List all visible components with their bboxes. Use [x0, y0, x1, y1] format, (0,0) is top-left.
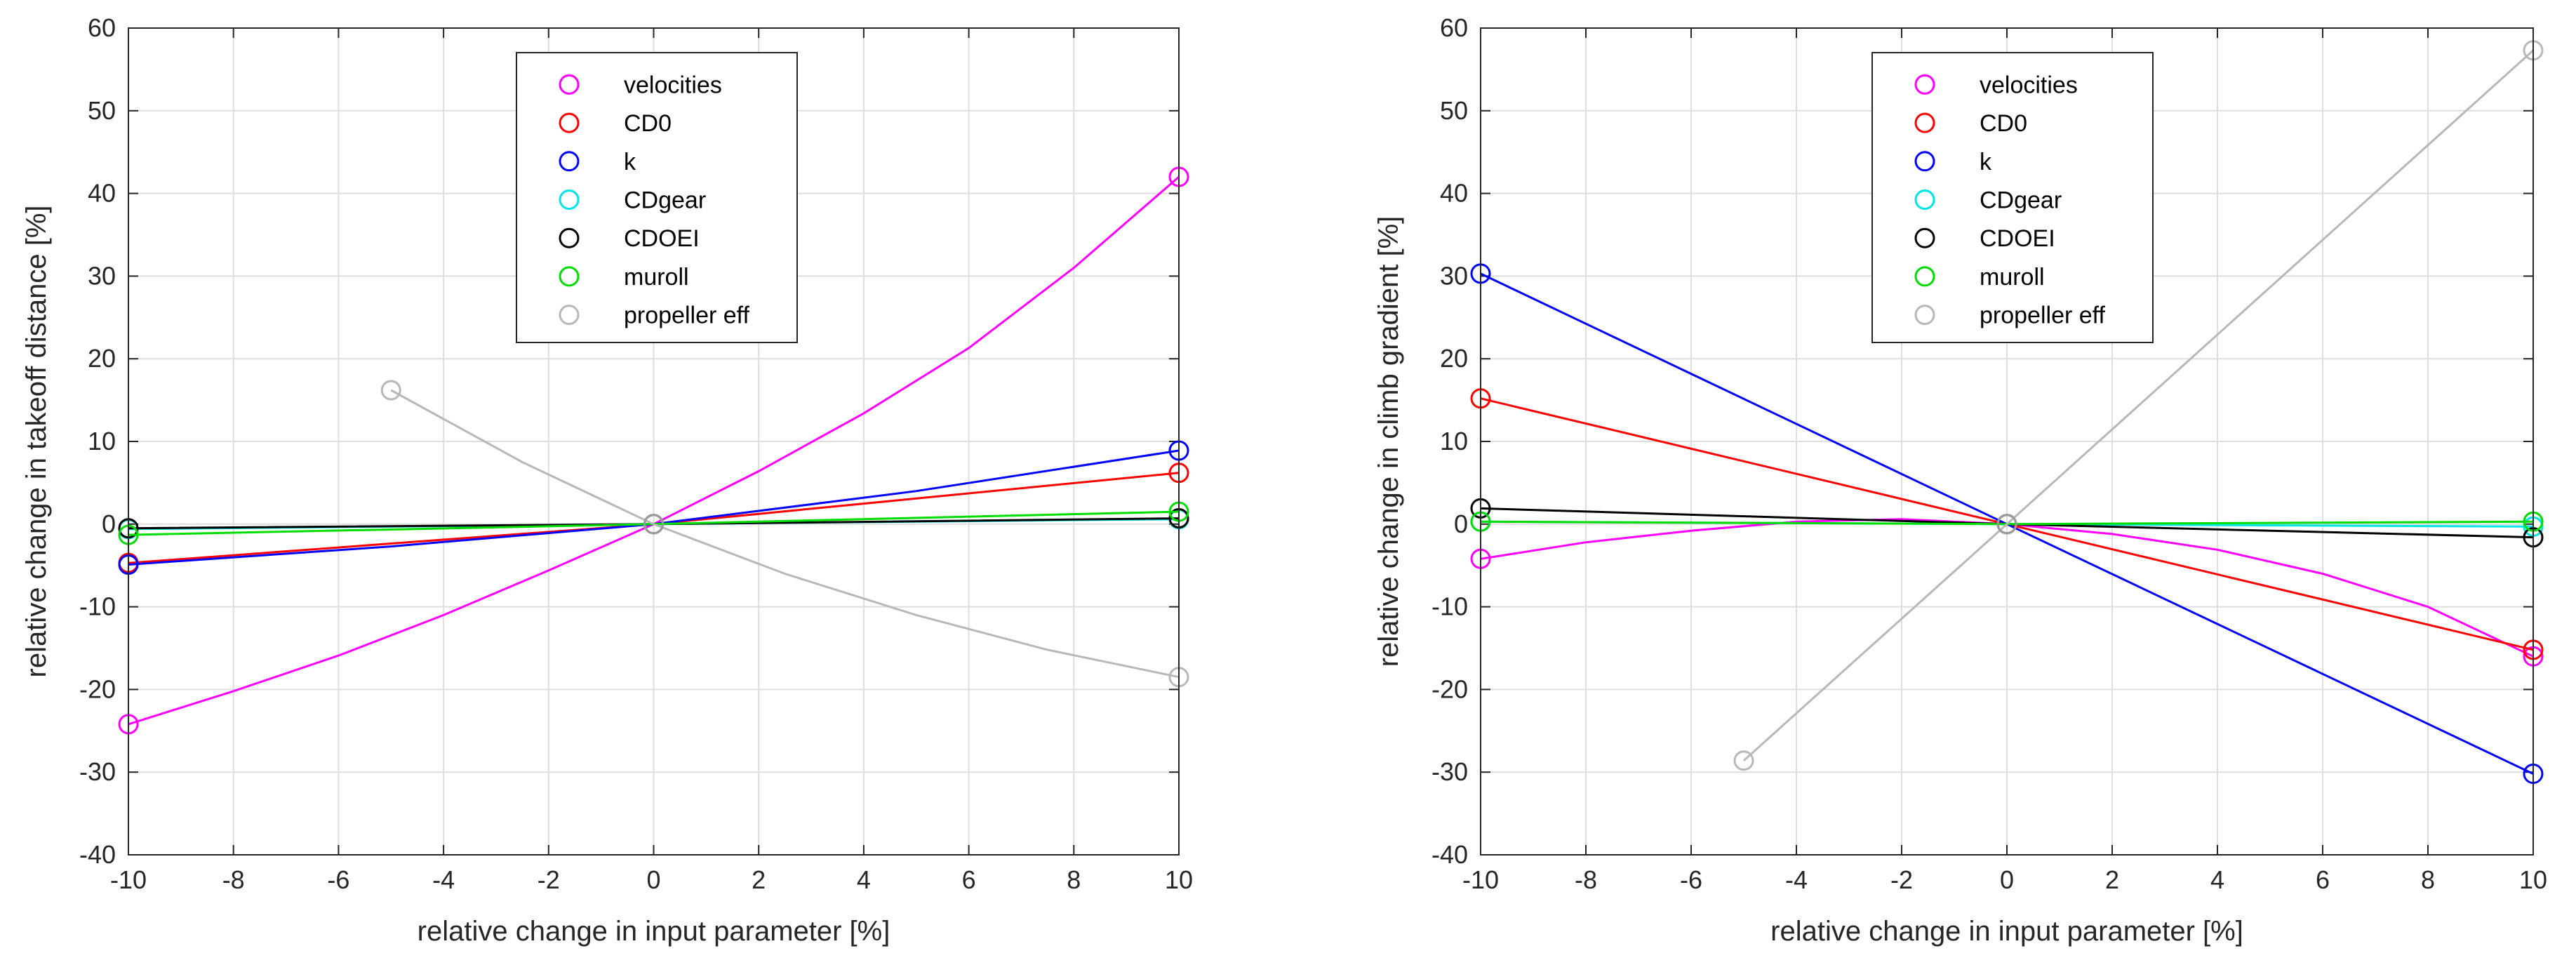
x-tick-label: 2	[2105, 865, 2119, 894]
legend-marker-cd0	[1914, 112, 1935, 133]
x-tick-label: -4	[432, 865, 455, 894]
x-tick-label: -4	[1785, 865, 1808, 894]
data-point-propeller-eff	[643, 514, 664, 535]
y-tick-label: 0	[102, 510, 116, 538]
x-axis-label: relative change in input parameter [%]	[1770, 916, 2243, 947]
legend-label-cd0: CD0	[624, 110, 672, 137]
legend-label-velocities: velocities	[1980, 72, 2078, 98]
legend-label-propeller-eff: propeller eff	[624, 302, 749, 329]
legend-marker-cdgear	[1914, 189, 1935, 210]
legend-label-propeller-eff: propeller eff	[1980, 302, 2105, 329]
y-tick-label: 30	[88, 261, 116, 290]
x-tick-label: 6	[2316, 865, 2330, 894]
legend-label-muroll: muroll	[1980, 264, 2045, 291]
legend: velocities CD0 k CDgear CDOEI muroll propeller…	[516, 52, 798, 343]
y-tick-label: -40	[1432, 840, 1468, 869]
y-tick-label: -10	[79, 592, 116, 621]
axes-box	[1480, 27, 2534, 856]
x-tick-label: -6	[1680, 865, 1702, 894]
legend-label-muroll: muroll	[624, 264, 689, 291]
chart-1: -10 -8 -6 -4 -2 0 2 4 6 8 10-40-30-20-100102030405…	[21, 13, 1193, 947]
legend-marker-cd0	[559, 112, 580, 133]
legend-label-cdgear: CDgear	[624, 187, 706, 214]
legend-marker-cdgear	[559, 189, 580, 210]
x-tick-label: -10	[1462, 865, 1499, 894]
x-tick-label: 0	[2000, 865, 2014, 894]
y-tick-label: -20	[79, 674, 116, 703]
y-tick-label: -10	[1432, 592, 1468, 621]
legend-label-k: k	[624, 149, 636, 175]
legend-marker-cdoei	[559, 227, 580, 248]
legend-marker-muroll	[1914, 266, 1935, 287]
y-tick-label: 10	[1440, 427, 1468, 455]
legend-box	[516, 52, 798, 343]
y-axis-label: relative change in takeoff distance [%]	[21, 205, 52, 677]
x-tick-label: 8	[2421, 865, 2435, 894]
y-tick-label: 10	[88, 427, 116, 455]
x-tick-label: 10	[1165, 865, 1193, 894]
legend-box	[1871, 52, 2154, 343]
x-tick-label: 2	[752, 865, 766, 894]
x-tick-label: -8	[222, 865, 245, 894]
y-tick-label: 0	[1454, 510, 1468, 538]
y-tick-label: 20	[88, 344, 116, 373]
legend-label-cdoei: CDOEI	[624, 225, 700, 252]
x-tick-label: -6	[327, 865, 349, 894]
data-point-propeller-eff	[1996, 514, 2017, 535]
legend-label-cd0: CD0	[1980, 110, 2027, 137]
y-tick-label: 20	[1440, 344, 1468, 373]
x-tick-label: -2	[538, 865, 560, 894]
x-tick-label: -10	[110, 865, 147, 894]
x-axis-label: relative change in input parameter [%]	[418, 916, 890, 947]
x-tick-label: 10	[2519, 865, 2547, 894]
x-tick-label: 4	[2210, 865, 2224, 894]
y-axis-label: relative change in climb gradient [%]	[1373, 216, 1404, 667]
y-tick-label: -30	[79, 757, 116, 786]
legend-marker-propeller-eff	[559, 305, 580, 326]
legend-marker-velocities	[1914, 74, 1935, 95]
y-tick-label: 40	[88, 179, 116, 208]
legend-marker-velocities	[559, 74, 580, 95]
y-tick-label: -20	[1432, 674, 1468, 703]
chart-2: -10 -8 -6 -4 -2 0 2 4 6 8 10-40-30-20-100102030405…	[1373, 13, 2547, 947]
y-tick-label: 60	[88, 13, 116, 42]
legend-label-k: k	[1980, 149, 1992, 175]
y-tick-label: -30	[1432, 757, 1468, 786]
y-tick-label: -40	[79, 840, 116, 869]
y-tick-label: 50	[88, 96, 116, 125]
series-line-propeller-eff	[1742, 49, 2535, 761]
legend-label-velocities: velocities	[624, 72, 722, 98]
x-tick-label: 8	[1067, 865, 1081, 894]
y-tick-label: 50	[1440, 96, 1468, 125]
x-tick-label: 4	[857, 865, 871, 894]
legend-label-cdgear: CDgear	[1980, 187, 2062, 214]
legend-marker-k	[1914, 151, 1935, 172]
data-point-propeller-eff	[1733, 750, 1754, 771]
legend: velocities CD0 k CDgear CDOEI muroll propeller…	[1871, 52, 2154, 343]
legend-marker-k	[559, 151, 580, 172]
data-point-propeller-eff	[380, 380, 401, 401]
x-tick-label: 0	[646, 865, 660, 894]
y-tick-label: 30	[1440, 261, 1468, 290]
y-tick-label: 40	[1440, 179, 1468, 208]
series-line-propeller-eff	[390, 389, 1180, 679]
x-tick-label: 6	[962, 865, 976, 894]
legend-marker-cdoei	[1914, 227, 1935, 248]
legend-marker-propeller-eff	[1914, 305, 1935, 326]
x-tick-label: -8	[1575, 865, 1597, 894]
y-tick-label: 60	[1440, 13, 1468, 42]
x-tick-label: -2	[1890, 865, 1913, 894]
legend-marker-muroll	[559, 266, 580, 287]
legend-label-cdoei: CDOEI	[1980, 225, 2055, 252]
axes-box	[128, 27, 1180, 856]
